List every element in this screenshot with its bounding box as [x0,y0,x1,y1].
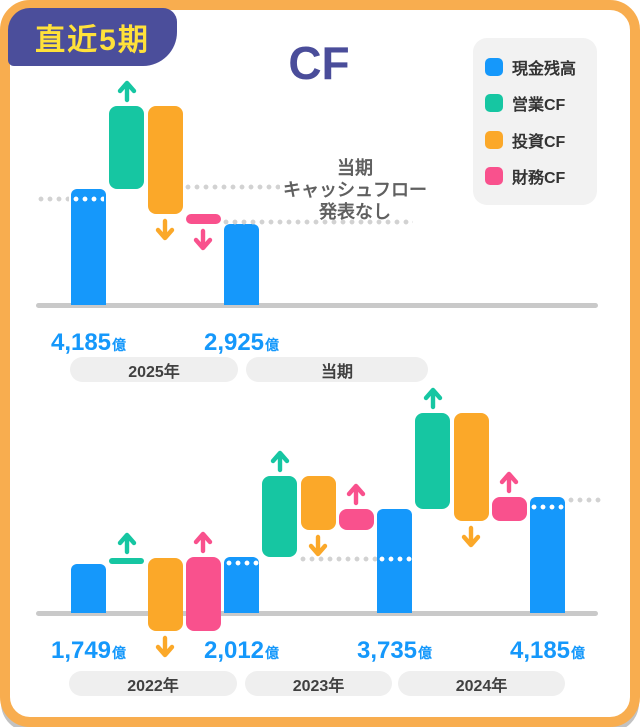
guide-dotted-line [38,196,69,202]
bar-investing-cf [147,557,183,631]
badge-label: 直近5期 [35,24,150,57]
cash-value-label: 2,012億 [204,637,279,665]
year-pill-label: 2022年 [127,677,179,695]
cash-amount: 4,185 [509,637,571,664]
bar-investing-cf [300,476,336,530]
bar-cash [224,223,259,305]
legend-item-cash: 現金残高 [473,55,597,79]
arrow-up-icon [499,470,519,500]
year-pill: 当期 [246,357,428,382]
bar-financing-cf [338,509,374,530]
guide-dotted-line [568,497,604,503]
arrow-up-icon [193,530,213,560]
no-cf-announcement-note: 当期 キャッシュフロー 発表なし [283,157,427,223]
bar-cash [530,496,565,613]
investing-cf-swatch-icon [485,130,503,149]
arrow-down-icon [193,227,213,257]
bar-financing-cf [185,213,221,224]
guide-dotted-line [531,504,565,510]
cash-amount: 1,749 [50,637,112,664]
year-pill-label: 2024年 [455,677,508,695]
cash-amount: 4,185 [50,329,112,356]
year-pill: 2024年 [398,671,565,696]
year-pill: 2022年 [69,671,237,696]
arrow-down-icon [308,533,328,563]
bar-cash [224,557,259,613]
arrow-up-icon [117,79,137,109]
unit-oku: 億 [418,645,433,661]
bar-cash [71,564,106,613]
note-line: 当期 [337,158,373,178]
unit-oku: 億 [265,645,280,661]
legend-item-investing-cf: 投資CF [473,128,597,152]
legend-label: 財務CF [512,170,566,188]
x-axis [36,303,598,308]
cash-amount: 2,012 [203,637,265,664]
year-pill-label: 当期 [320,363,353,381]
guide-dotted-line [226,560,259,566]
arrow-down-icon [461,524,481,554]
legend-label: 投資CF [512,133,566,151]
cash-amount: 3,735 [356,637,418,664]
note-line: キャッシュフロー [283,180,427,200]
recent-periods-badge: 直近5期 [8,8,177,66]
x-axis [36,611,598,616]
bar-operating-cf [109,105,145,189]
bar-investing-cf [147,105,183,214]
year-pill: 2025年 [70,357,238,382]
legend-label: 営業CF [512,97,566,115]
guide-dotted-line [379,556,412,562]
arrow-up-icon [423,386,443,416]
legend: 現金残高 営業CF 投資CF 財務CF [473,38,597,205]
cash-value-label: 4,185億 [510,637,585,665]
guide-dotted-line [223,219,413,225]
unit-oku: 億 [571,645,586,661]
bar-financing-cf [491,496,527,521]
cash-value-label: 1,749億 [51,637,126,665]
arrow-down-icon [155,634,175,664]
legend-label: 現金残高 [512,60,577,78]
cash-amount: 2,925 [203,329,265,356]
year-pill-label: 2025年 [128,363,180,381]
cash-value-label: 3,735億 [357,637,432,665]
unit-oku: 億 [265,337,280,353]
year-pill-label: 2023年 [292,677,345,695]
guide-dotted-line [185,184,280,190]
year-pill: 2023年 [245,671,392,696]
guide-dotted-line [300,556,377,562]
unit-oku: 億 [112,337,127,353]
arrow-up-icon [270,449,290,479]
cash-value-label: 4,185億 [51,329,126,357]
page-title: CF [288,37,350,89]
bar-operating-cf [262,476,298,558]
legend-item-operating-cf: 営業CF [473,91,597,115]
cash-value-label: 2,925億 [204,329,279,357]
bar-cash [71,188,106,305]
guide-dotted-line [73,196,104,202]
bar-investing-cf [453,412,489,521]
arrow-down-icon [155,217,175,247]
operating-cf-swatch-icon [485,94,503,113]
bar-operating-cf [109,557,145,565]
note-line: 発表なし [319,202,391,222]
arrow-up-icon [117,531,137,561]
legend-item-financing-cf: 財務CF [473,164,597,188]
cash-swatch-icon [485,57,503,76]
financing-cf-swatch-icon [485,167,503,186]
bar-financing-cf [185,557,221,631]
bar-operating-cf [415,412,451,510]
unit-oku: 億 [112,645,127,661]
arrow-up-icon [346,482,366,512]
